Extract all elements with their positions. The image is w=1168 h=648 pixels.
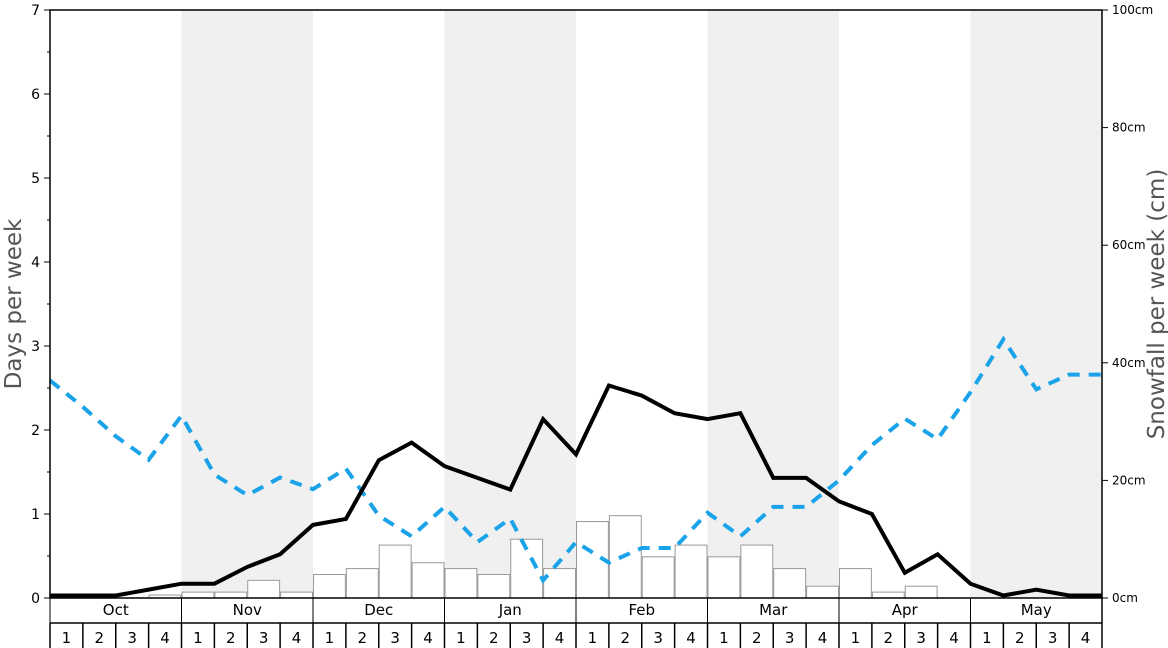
left-tick-label: 7	[31, 3, 40, 19]
snowfall-bar	[543, 568, 576, 599]
week-label: 4	[686, 629, 696, 647]
snowfall-bar	[378, 544, 412, 599]
right-axis-labels: 0cm 20cm 40cm 60cm 80cm 100cm	[1112, 3, 1153, 605]
left-tick-label: 1	[31, 507, 40, 523]
left-axis-labels: 0 1 2 3 4 5 6 7	[31, 3, 40, 607]
week-label: 2	[358, 629, 368, 647]
snowfall-bar	[510, 538, 544, 599]
snowfall-bar	[871, 591, 905, 599]
week-label: 2	[95, 629, 105, 647]
snowfall-bar	[345, 568, 379, 599]
week-label: 1	[588, 629, 598, 647]
snowfall-bar	[740, 544, 774, 599]
week-label: 1	[851, 629, 861, 647]
right-tick-label: 0cm	[1112, 591, 1138, 605]
week-label: 4	[555, 629, 565, 647]
snowfall-bar	[181, 591, 215, 599]
snowfall-bar	[411, 562, 445, 599]
snowfall-bar	[839, 568, 872, 599]
month-shade	[444, 10, 576, 598]
week-label: 3	[916, 629, 926, 647]
week-label-row: 1 2 3 4 1 2 3 4 1 2 3 4 1 2 3 4 1 2 3 4 1 2 3 4 1 2 3 4 1 2 3 4	[49, 623, 1103, 648]
month-shade	[707, 10, 839, 598]
month-label: Nov	[233, 601, 262, 619]
week-label: 2	[752, 629, 762, 647]
month-label: Oct	[103, 601, 129, 619]
dashed-series-line	[48, 335, 1102, 584]
snowfall-bar	[674, 544, 708, 599]
month-shade	[970, 10, 1102, 598]
month-label: May	[1021, 601, 1052, 619]
left-axis-title: Days per week	[1, 218, 27, 389]
snowfall-bar	[641, 556, 675, 599]
week-label: 4	[818, 629, 828, 647]
week-label: 3	[653, 629, 663, 647]
left-tick-label: 4	[31, 255, 40, 271]
right-tick-label: 20cm	[1112, 473, 1146, 487]
week-label: 3	[127, 629, 137, 647]
week-label: 3	[522, 629, 532, 647]
week-label: 1	[193, 629, 203, 647]
week-label: 4	[292, 629, 302, 647]
snowfall-bar	[806, 585, 839, 599]
month-shading	[181, 10, 1102, 598]
snowfall-bar	[280, 591, 313, 599]
month-label-row: Oct Nov Dec Jan Feb Mar Apr May	[49, 598, 1103, 624]
week-label: 4	[949, 629, 959, 647]
snowfall-bar	[444, 568, 478, 599]
week-label: 3	[785, 629, 795, 647]
left-tick-label: 5	[31, 171, 40, 187]
week-label: 3	[1048, 629, 1058, 647]
week-label: 2	[621, 629, 631, 647]
week-label: 2	[226, 629, 236, 647]
month-label: Jan	[498, 601, 522, 619]
month-label: Mar	[759, 601, 788, 619]
solid-series-line	[50, 383, 1102, 598]
left-tick-label: 3	[31, 339, 40, 355]
left-tick-label: 0	[31, 591, 40, 607]
right-axis-title: Snowfall per week (cm)	[1144, 169, 1168, 440]
week-label: 4	[160, 629, 170, 647]
snowfall-bars	[148, 515, 938, 599]
snowfall-bar	[313, 573, 346, 599]
right-tick-label: 40cm	[1112, 356, 1146, 370]
week-label: 1	[982, 629, 992, 647]
right-tick-label: 80cm	[1112, 121, 1146, 135]
snowfall-bar	[247, 579, 281, 599]
snowfall-bar	[904, 585, 938, 599]
week-label: 2	[1015, 629, 1025, 647]
month-label: Feb	[628, 601, 655, 619]
week-label: 4	[1081, 629, 1091, 647]
week-label: 4	[423, 629, 433, 647]
snowfall-bar	[707, 556, 741, 599]
month-shade	[181, 10, 313, 598]
week-label: 2	[489, 629, 499, 647]
week-label: 1	[719, 629, 729, 647]
left-tick-label: 2	[31, 423, 40, 439]
week-label: 3	[259, 629, 269, 647]
snowfall-bar	[773, 568, 807, 599]
week-label: 1	[325, 629, 335, 647]
snowfall-bar	[477, 573, 511, 599]
week-label: 1	[62, 629, 72, 647]
left-tick-label: 6	[31, 87, 40, 103]
right-tick-label: 60cm	[1112, 238, 1146, 252]
right-tick-label: 100cm	[1112, 3, 1153, 17]
week-label: 3	[390, 629, 400, 647]
month-label: Dec	[364, 601, 393, 619]
week-label: 1	[456, 629, 466, 647]
month-label: Apr	[892, 601, 919, 619]
week-label: 2	[884, 629, 894, 647]
snowfall-bar	[214, 591, 248, 599]
